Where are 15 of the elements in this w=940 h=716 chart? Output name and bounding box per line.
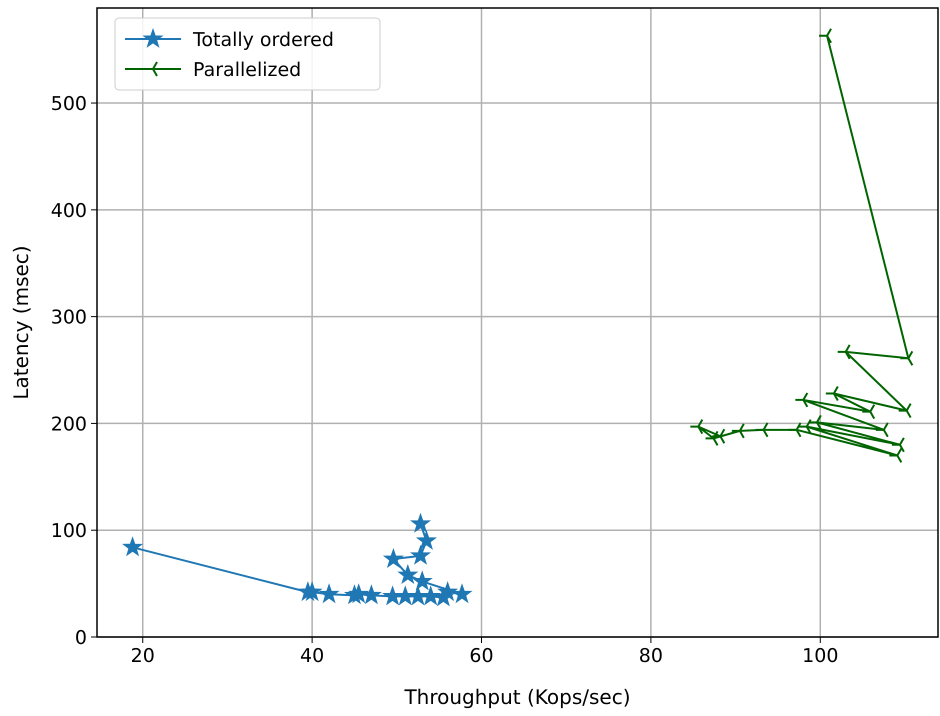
y-tick-label: 100: [50, 520, 87, 542]
x-tick-label: 60: [469, 645, 494, 667]
x-tick-label: 100: [802, 645, 838, 667]
x-tick-label: 80: [638, 645, 663, 667]
legend-label: Totally ordered: [192, 29, 334, 51]
x-axis-title: Throughput (Kops/sec): [403, 685, 631, 709]
y-tick-label: 0: [74, 627, 87, 649]
y-axis-title: Latency (msec): [9, 245, 33, 400]
y-tick-label: 300: [50, 306, 87, 329]
y-tick-label: 400: [50, 200, 87, 222]
y-tick-label: 200: [50, 413, 87, 436]
legend-label: Parallelized: [193, 59, 302, 81]
x-tick-label: 20: [130, 645, 155, 667]
x-tick-label: 40: [300, 645, 324, 667]
y-tick-label: 500: [50, 93, 87, 116]
